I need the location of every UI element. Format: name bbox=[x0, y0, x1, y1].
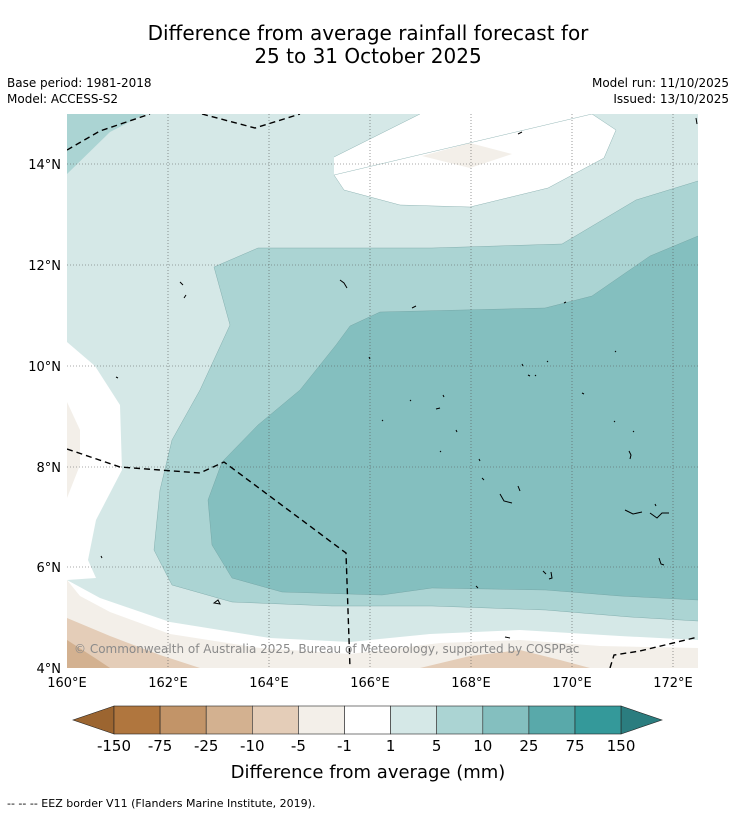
colorbar-segment bbox=[205, 705, 253, 735]
colorbar bbox=[72, 705, 663, 735]
meta-right: Model run: 11/10/2025 Issued: 13/10/2025 bbox=[592, 75, 729, 107]
lat-tick-label: 6°N bbox=[37, 561, 62, 576]
contour-band-drier-south-centre bbox=[420, 650, 590, 668]
contour-band-neutral-west bbox=[67, 342, 122, 580]
contour-band-10-to-25-core bbox=[208, 236, 698, 600]
lon-tick-label: 170°E bbox=[552, 676, 592, 691]
colorbar-segment bbox=[252, 705, 299, 735]
colorbar-tick-label: -1 bbox=[337, 737, 352, 755]
contour-band-5-to-10-north-west bbox=[67, 114, 145, 174]
title-line-2: 25 to 31 October 2025 bbox=[254, 44, 482, 68]
lat-tick-label: 4°N bbox=[37, 662, 62, 677]
model-run: Model run: 11/10/2025 bbox=[591, 76, 729, 90]
lon-tick-label: 172°E bbox=[653, 676, 693, 691]
colorbar-tick-label: 75 bbox=[565, 737, 584, 755]
contour-band-driest-south-west bbox=[67, 640, 110, 668]
issued-date: Issued: 13/10/2025 bbox=[613, 92, 729, 106]
model-name: Model: ACCESS-S2 bbox=[7, 92, 119, 106]
base-period: Base period: 1981-2018 bbox=[7, 76, 152, 90]
gridlines bbox=[67, 114, 698, 668]
colorbar-segment bbox=[436, 705, 484, 735]
contour-band-dry-south bbox=[67, 580, 698, 668]
colorbar-tick-label: 1 bbox=[386, 737, 396, 755]
copyright-notice: © Commonwealth of Australia 2025, Bureau… bbox=[74, 642, 579, 656]
latitude-labels: 14°N 12°N 10°N 8°N 6°N 4°N bbox=[28, 158, 61, 677]
eez-borders bbox=[67, 114, 698, 668]
lon-tick-label: 162°E bbox=[148, 676, 188, 691]
colorbar-segment bbox=[390, 705, 438, 735]
colorbar-tick-label: 25 bbox=[519, 737, 538, 755]
colorbar-tick-label: -10 bbox=[240, 737, 265, 755]
colorbar-tick-label: -75 bbox=[148, 737, 173, 755]
colorbar-tick-label: -150 bbox=[97, 737, 131, 755]
contour-band-dry-patch-north bbox=[422, 143, 512, 168]
meta-left: Base period: 1981-2018 Model: ACCESS-S2 bbox=[7, 75, 152, 107]
colorbar-segment bbox=[482, 705, 530, 735]
colorbar-segment bbox=[113, 705, 161, 735]
contour-lines bbox=[153, 114, 698, 622]
colorbar-extend-low bbox=[72, 705, 115, 735]
lon-tick-label: 168°E bbox=[451, 676, 491, 691]
colorbar-segment bbox=[159, 705, 207, 735]
lon-tick-label: 160°E bbox=[47, 676, 87, 691]
colorbar-title: Difference from average (mm) bbox=[231, 762, 506, 783]
map-plot-area: © Commonwealth of Australia 2025, Bureau… bbox=[67, 114, 698, 668]
lon-tick-label: 164°E bbox=[249, 676, 289, 691]
lat-tick-label: 12°N bbox=[28, 259, 61, 274]
colorbar-tick-label: 10 bbox=[473, 737, 492, 755]
title-line-1: Difference from average rainfall forecas… bbox=[147, 21, 589, 45]
colorbar-tick-label: 5 bbox=[432, 737, 442, 755]
lat-tick-label: 10°N bbox=[28, 360, 61, 375]
colorbar-tick-labels: -150 -75 -25 -10 -5 -1 1 5 10 25 75 150 bbox=[97, 737, 635, 755]
eez-footnote: -- -- -- EEZ border V11 (Flanders Marine… bbox=[7, 797, 316, 810]
contour-band-drier-south-west bbox=[67, 618, 200, 668]
colorbar-tick-label: -5 bbox=[291, 737, 306, 755]
colorbar-extend-high bbox=[620, 705, 663, 735]
colorbar-segment bbox=[574, 705, 622, 735]
contour-band-dry-west bbox=[67, 402, 80, 498]
colorbar-segment bbox=[528, 705, 576, 735]
colorbar-segment bbox=[344, 705, 391, 735]
map-title: Difference from average rainfall forecas… bbox=[0, 22, 736, 68]
colorbar-tick-label: -25 bbox=[194, 737, 219, 755]
longitude-labels: 160°E 162°E 164°E 166°E 168°E 170°E 172°… bbox=[47, 676, 693, 691]
islands bbox=[100, 117, 698, 639]
lon-tick-label: 166°E bbox=[350, 676, 390, 691]
lat-tick-label: 8°N bbox=[37, 461, 62, 476]
lat-tick-label: 14°N bbox=[28, 158, 61, 173]
colorbar-segment bbox=[298, 705, 345, 735]
colorbar-tick-label: 150 bbox=[607, 737, 636, 755]
